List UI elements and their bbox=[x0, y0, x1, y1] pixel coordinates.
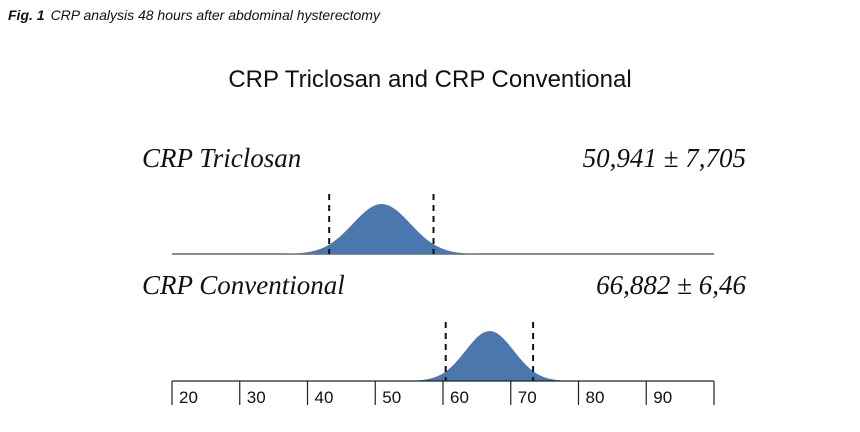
x-tick-label-90: 90 bbox=[653, 388, 672, 407]
series-stat-triclosan: 50,941 ± 7,705 bbox=[582, 143, 746, 173]
x-tick-label-80: 80 bbox=[586, 388, 605, 407]
series-stat-conventional: 66,882 ± 6,46 bbox=[596, 270, 746, 300]
x-tick-label-20: 20 bbox=[179, 388, 198, 407]
x-tick-label-70: 70 bbox=[518, 388, 537, 407]
x-axis: 20 30 40 50 60 70 80 90 bbox=[171, 380, 715, 407]
x-tick-label-50: 50 bbox=[382, 388, 401, 407]
density-triclosan bbox=[172, 204, 714, 254]
figure-caption: Fig. 1 CRP analysis 48 hours after abdomi… bbox=[8, 7, 380, 23]
series-name-conventional: CRP Conventional bbox=[142, 270, 345, 300]
x-tick-label-30: 30 bbox=[247, 388, 266, 407]
figure-caption-label: Fig. 1 bbox=[8, 7, 45, 23]
series-name-triclosan: CRP Triclosan bbox=[142, 143, 302, 173]
x-tick-label-40: 40 bbox=[315, 388, 334, 407]
series-group bbox=[172, 194, 714, 381]
x-tick-label-60: 60 bbox=[450, 388, 469, 407]
chart-title: CRP Triclosan and CRP Conventional bbox=[228, 66, 632, 93]
density-conventional bbox=[172, 331, 714, 381]
figure-caption-text: CRP analysis 48 hours after abdominal hy… bbox=[50, 7, 380, 23]
